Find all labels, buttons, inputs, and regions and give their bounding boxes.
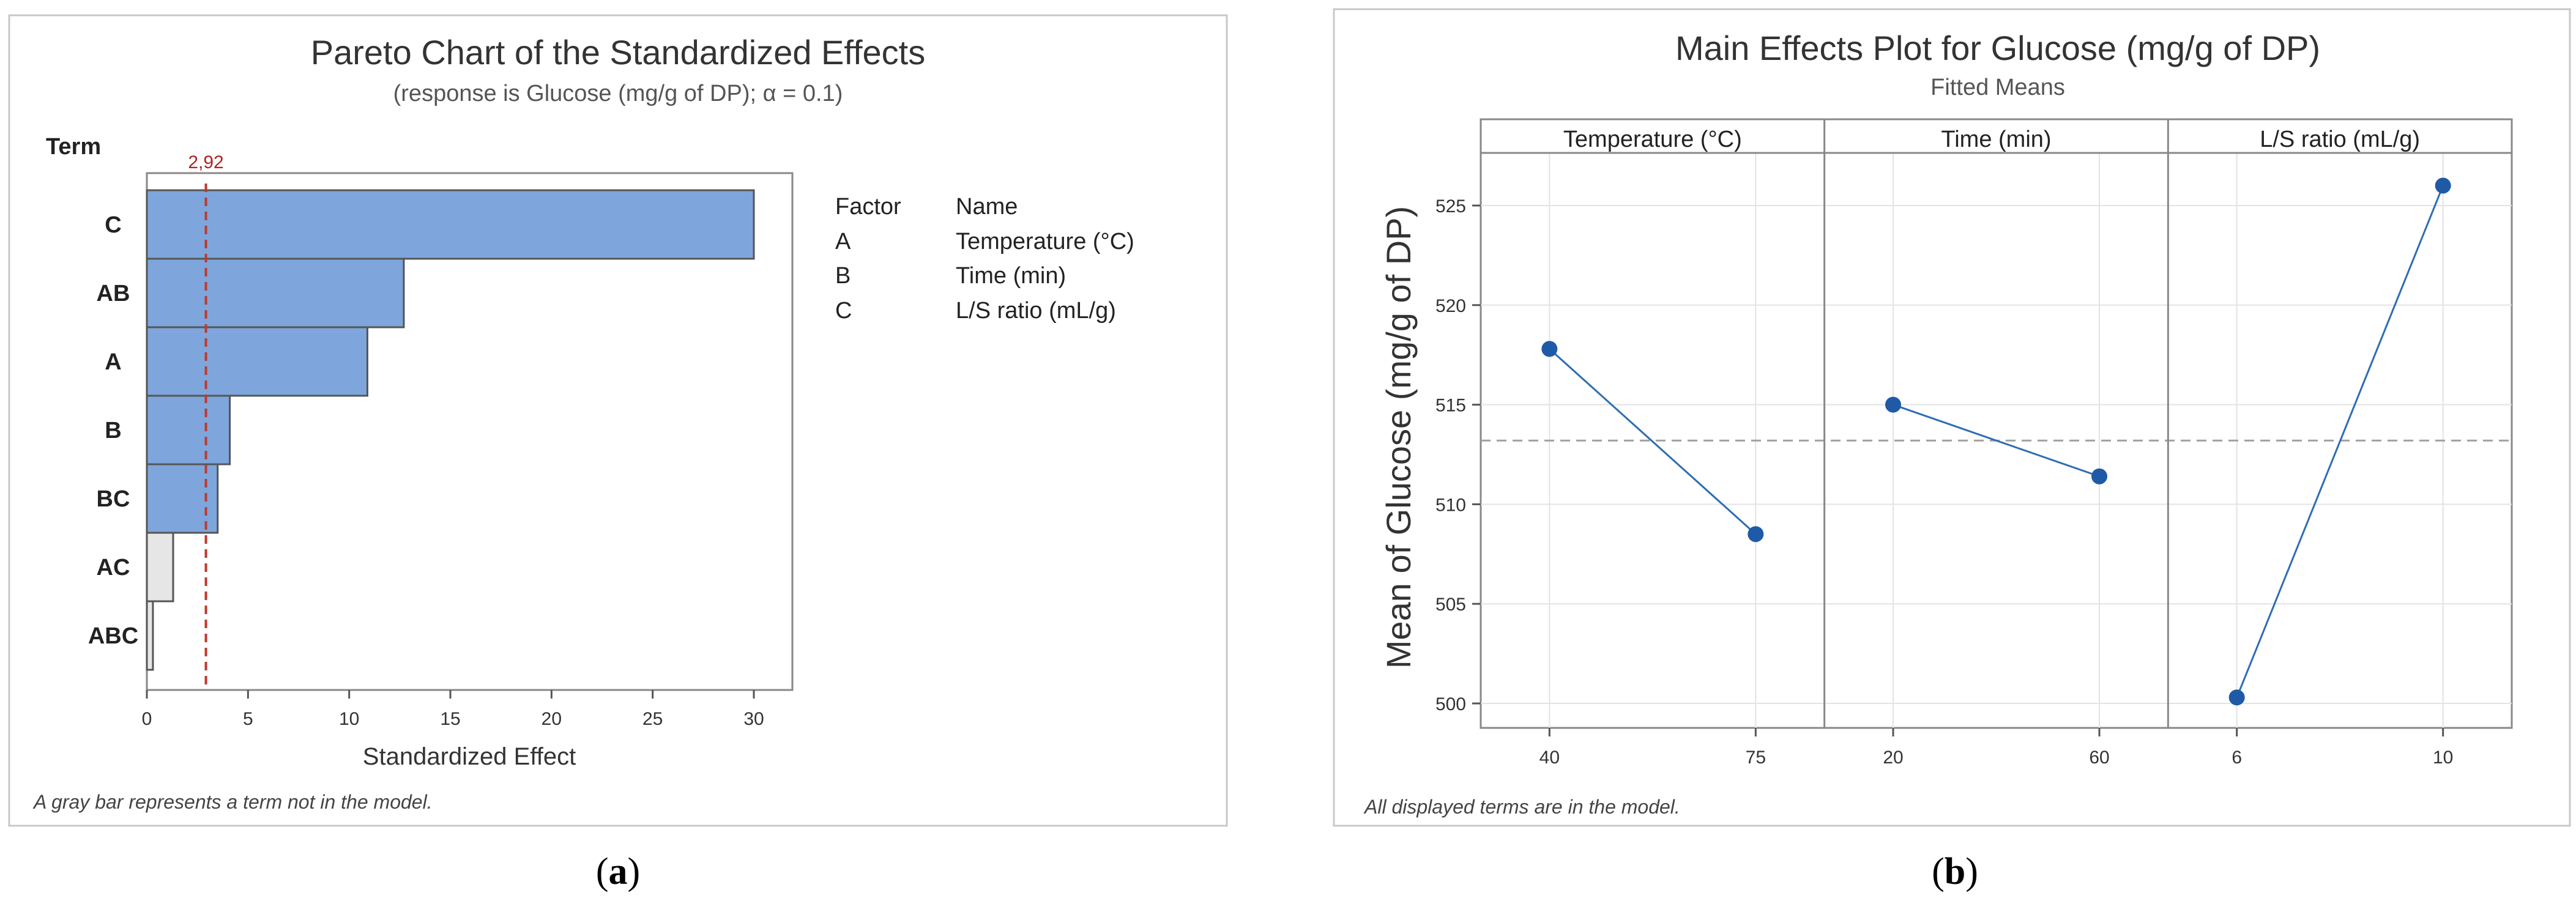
me-ytick-510: 510 (1435, 495, 1466, 515)
me-effect-line-ls-ratio (2236, 185, 2444, 698)
pareto-term-a: A (105, 349, 121, 375)
panel-caption-a: (a) (596, 851, 640, 892)
pareto-term-ab: AB (97, 281, 130, 306)
me-point-time-20 (1885, 396, 1901, 413)
me-ytick-505: 505 (1435, 595, 1466, 615)
pareto-bar-abc (146, 600, 154, 671)
main-effects-plot-area (1480, 118, 2513, 729)
pareto-subtitle: (response is Glucose (mg/g of DP); α = 0… (393, 81, 843, 106)
panel-caption-a-letter: a (609, 851, 628, 892)
panel-caption-b: (b) (1932, 851, 1978, 892)
main-effects-subtitle: Fitted Means (1930, 75, 2065, 100)
main-effects-y-ticks: 500 505 510 515 520 525 (1435, 196, 1481, 714)
pareto-xtick-20: 20 (542, 709, 562, 729)
me-xtick-time-60: 60 (2089, 747, 2109, 768)
me-ytick-500: 500 (1435, 694, 1466, 714)
pareto-critical-value-label: 2,92 (188, 152, 223, 172)
pareto-ylabel: Term (46, 134, 101, 160)
me-point-temperature-75 (1748, 526, 1764, 543)
me-point-ls-ratio-10 (2435, 177, 2451, 194)
main-effects-title: Main Effects Plot for Glucose (mg/g of D… (1675, 29, 2320, 67)
me-ytick-525: 525 (1435, 196, 1466, 217)
pareto-xtick-0: 0 (142, 709, 152, 729)
me-facet-title-temperature: Temperature (°C) (1563, 127, 1742, 152)
me-facet-title-ls-ratio: L/S ratio (mL/g) (2260, 127, 2420, 152)
me-point-ls-ratio-6 (2228, 689, 2245, 706)
me-ytick-520: 520 (1435, 296, 1466, 316)
main-effects-panel: Main Effects Plot for Glucose (mg/g of D… (1333, 8, 2571, 827)
pareto-panel: Pareto Chart of the Standardized Effects… (8, 14, 1228, 827)
pareto-x-ticks: 0 5 10 15 20 25 30 (142, 690, 764, 729)
pareto-term-abc: ABC (88, 623, 138, 649)
pareto-xtick-15: 15 (440, 709, 460, 729)
main-effects-facets: Temperature (°C) 40 75 Time (min) 20 60 L/S ra… (1481, 119, 2512, 768)
pareto-term-c: C (105, 212, 121, 238)
pareto-bar-c (146, 189, 755, 260)
pareto-bar-b (146, 395, 231, 465)
pareto-xtick-5: 5 (243, 709, 253, 729)
legend-header-factor: Factor (835, 194, 901, 220)
me-xtick-ls-ratio-10: 10 (2433, 747, 2453, 768)
pareto-critical-line: 2,92 (188, 152, 224, 690)
legend-name-c: L/S ratio (mL/g) (956, 298, 1116, 324)
pareto-footnote: A gray bar represents a term not in the … (32, 791, 433, 813)
pareto-xtick-30: 30 (743, 709, 764, 729)
me-point-time-60 (2091, 468, 2107, 484)
pareto-bars (146, 189, 755, 671)
legend-factor-c: C (835, 298, 852, 324)
pareto-xtick-25: 25 (642, 709, 663, 729)
pareto-term-ac: AC (97, 555, 130, 580)
me-xtick-ls-ratio-6: 6 (2232, 747, 2242, 768)
pareto-legend: Factor Name A Temperature (°C) B Time (m… (835, 194, 1134, 324)
legend-name-b: Time (min) (956, 263, 1066, 289)
panel-caption-b-letter: b (1945, 851, 1965, 892)
main-effects-footnote: All displayed terms are in the model. (1363, 796, 1680, 818)
me-facet-title-time: Time (min) (1941, 127, 2051, 152)
me-point-temperature-40 (1541, 341, 1558, 357)
pareto-bar-ac (146, 532, 174, 603)
pareto-bar-ab (146, 258, 405, 328)
pareto-term-b: B (105, 418, 121, 443)
legend-factor-b: B (835, 263, 851, 289)
pareto-xtick-10: 10 (339, 709, 359, 729)
me-ytick-515: 515 (1435, 396, 1466, 416)
me-xtick-time-20: 20 (1883, 747, 1903, 768)
me-effect-line-time (1893, 404, 2100, 478)
legend-name-a: Temperature (°C) (956, 229, 1134, 254)
main-effects-ylabel: Mean of Glucose (mg/g of DP) (1379, 206, 1418, 669)
legend-factor-a: A (835, 229, 851, 254)
legend-header-name: Name (956, 194, 1018, 220)
pareto-title: Pareto Chart of the Standardized Effects (311, 33, 925, 72)
me-effect-line-temperature (1549, 348, 1757, 535)
me-xtick-temperature-40: 40 (1539, 747, 1560, 768)
me-xtick-temperature-75: 75 (1746, 747, 1766, 768)
pareto-term-bc: BC (97, 486, 130, 512)
pareto-xlabel: Standardized Effect (363, 743, 576, 770)
pareto-bar-a (146, 326, 368, 397)
